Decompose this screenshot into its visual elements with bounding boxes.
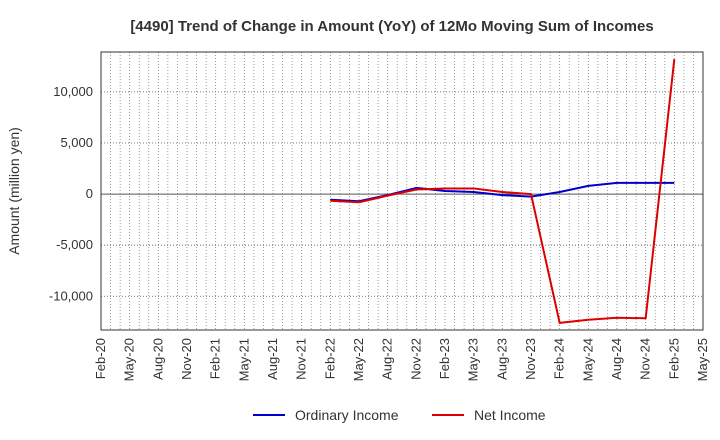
x-tick-label: May-25 — [695, 338, 710, 381]
x-tick-label: Feb-22 — [322, 338, 337, 379]
x-tick-label: Feb-24 — [552, 338, 567, 379]
x-tick-label: May-22 — [351, 338, 366, 381]
x-tick-label: Aug-23 — [494, 338, 509, 380]
y-tick-label: 5,000 — [60, 135, 93, 150]
x-tick-label: Nov-24 — [638, 338, 653, 380]
x-tick-label: Nov-22 — [408, 338, 423, 380]
legend-label: Net Income — [474, 407, 546, 423]
y-tick-label: -10,000 — [49, 288, 93, 303]
y-tick-label: 10,000 — [53, 84, 93, 99]
plot-area: 10,000 5,000 0 -5,000 -10,000 Feb-20 May-20 Aug… — [49, 51, 710, 381]
x-tick-label: May-20 — [122, 338, 137, 381]
legend-label: Ordinary Income — [295, 407, 399, 423]
x-tick-label: Aug-22 — [380, 338, 395, 380]
x-tick-label: Nov-21 — [294, 338, 309, 380]
x-tick-label: Aug-24 — [609, 338, 624, 380]
x-tick-label: Nov-20 — [179, 338, 194, 380]
x-tick-label: Feb-23 — [437, 338, 452, 379]
y-tick-label: -5,000 — [56, 237, 93, 252]
chart-title: [4490] Trend of Change in Amount (YoY) o… — [130, 18, 653, 35]
x-tick-label: Nov-23 — [523, 338, 538, 380]
y-tick-label: 0 — [86, 186, 93, 201]
x-tick-label: Aug-20 — [150, 338, 165, 380]
x-tick-label: Feb-21 — [208, 338, 223, 379]
x-tick-label: Feb-25 — [666, 338, 681, 379]
plot-border — [100, 51, 704, 331]
legend: Ordinary Income Net Income — [253, 407, 546, 423]
x-tick-label: May-21 — [236, 338, 251, 381]
x-tick-label: May-23 — [466, 338, 481, 381]
y-axis-label: Amount (million yen) — [6, 127, 22, 255]
series-line-net-income — [330, 59, 676, 324]
x-tick-label: May-24 — [580, 338, 595, 381]
x-tick-label: Aug-21 — [265, 338, 280, 380]
x-tick-label: Feb-20 — [93, 338, 108, 379]
